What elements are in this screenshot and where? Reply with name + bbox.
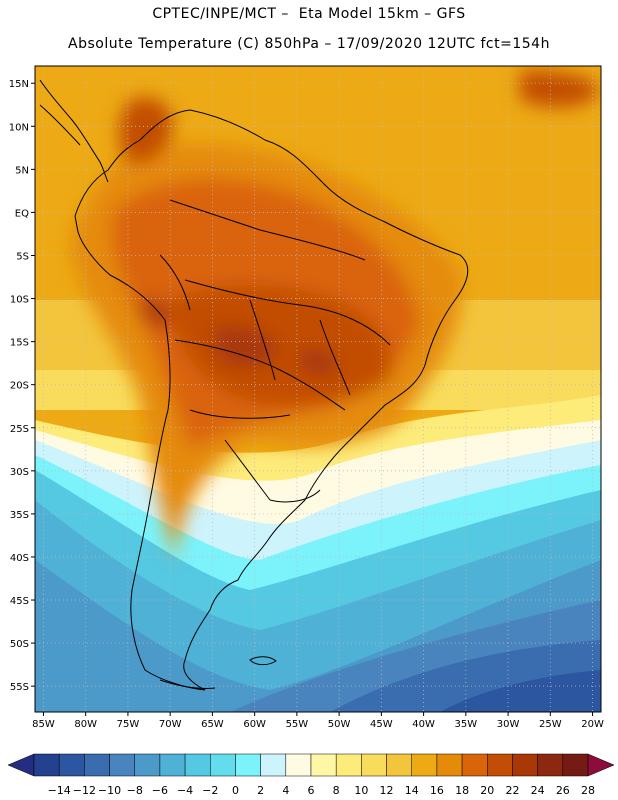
colorbar-swatch bbox=[33, 753, 60, 777]
colorbar-label: 2 bbox=[257, 784, 264, 797]
central-america-coastline bbox=[39, 79, 109, 183]
colorbar-label: 8 bbox=[333, 784, 340, 797]
colorbar-swatch bbox=[310, 753, 337, 777]
colorbar-swatch bbox=[562, 753, 589, 777]
colorbar-swatch bbox=[335, 753, 362, 777]
longitude-label: 85W bbox=[32, 719, 55, 730]
longitude-label: 60W bbox=[243, 719, 266, 730]
colorbar-label: 28 bbox=[581, 784, 595, 797]
map-title-line-2: Absolute Temperature (C) 850hPa – 17/09/… bbox=[68, 36, 550, 52]
latitude-label: 5N bbox=[15, 165, 29, 176]
colorbar-swatch bbox=[184, 753, 211, 777]
map-title-line-1: CPTEC/INPE/MCT – Eta Model 15km – GFS bbox=[152, 6, 466, 22]
longitude-label: 75W bbox=[117, 719, 140, 730]
latitude-label: 55S bbox=[10, 682, 29, 693]
colorbar-label: 14 bbox=[405, 784, 419, 797]
longitude-label: 25W bbox=[539, 719, 562, 730]
colorbar-label: 10 bbox=[354, 784, 368, 797]
colorbar-swatch bbox=[84, 753, 110, 777]
south-america-coastline bbox=[74, 109, 469, 691]
colorbar-swatch bbox=[487, 753, 513, 777]
colorbar-swatch bbox=[461, 753, 488, 777]
colorbar-swatch bbox=[210, 753, 236, 777]
colorbar: −14 −12 −10 −8 −6 −4 −2 0 2 4 6 8 10 12 14 16 18 20 22 24 26… bbox=[7, 753, 615, 797]
colorbar-label: −10 bbox=[98, 784, 121, 797]
colorbar-swatch bbox=[58, 753, 85, 777]
colorbar-label: 0 bbox=[232, 784, 239, 797]
colorbar-swatch bbox=[386, 753, 412, 777]
longitude-label: 30W bbox=[497, 719, 520, 730]
colorbar-label: −4 bbox=[177, 784, 193, 797]
colorbar-under-arrow bbox=[7, 753, 35, 777]
colorbar-label: 26 bbox=[556, 784, 570, 797]
colorbar-swatch bbox=[260, 753, 287, 777]
colorbar-over-arrow bbox=[587, 753, 615, 777]
colorbar-label: −8 bbox=[127, 784, 143, 797]
colorbar-swatch bbox=[436, 753, 463, 777]
colorbar-swatch bbox=[134, 753, 161, 777]
colorbar-swatch bbox=[512, 753, 538, 777]
latitude-label: 15N bbox=[9, 79, 29, 90]
falkland-islands bbox=[249, 656, 277, 666]
colorbar-swatch bbox=[411, 753, 438, 777]
colorbar-label: 18 bbox=[455, 784, 469, 797]
longitude-label: 35W bbox=[455, 719, 478, 730]
colorbar-swatch bbox=[537, 753, 564, 777]
colorbar-label: 4 bbox=[282, 784, 289, 797]
longitude-label: 40W bbox=[412, 719, 435, 730]
colorbar-label: 20 bbox=[480, 784, 494, 797]
latitude-label: 40S bbox=[10, 553, 29, 564]
latitude-label: 20S bbox=[10, 381, 29, 392]
colorbar-label: 12 bbox=[380, 784, 394, 797]
longitude-ticks: 85W 80W 75W 70W 65W 60W 55W 50W 45W 40W 35W 30W 25W 2… bbox=[32, 712, 604, 730]
colorbar-swatch bbox=[159, 753, 186, 777]
latitude-label: 35S bbox=[10, 510, 29, 521]
latitude-label: 10N bbox=[9, 122, 29, 133]
latitude-label: 25S bbox=[10, 424, 29, 435]
longitude-label: 45W bbox=[370, 719, 393, 730]
latitude-label: 50S bbox=[10, 639, 29, 650]
latitude-ticks: 15N 10N 5N EQ 5S 10S 15S 20S 25S 30S 35S 40S 45S 50S 5… bbox=[9, 79, 35, 693]
colorbar-label: −2 bbox=[202, 784, 218, 797]
colorbar-label: 22 bbox=[505, 784, 519, 797]
colorbar-swatch bbox=[235, 753, 261, 777]
colorbar-label: 16 bbox=[430, 784, 444, 797]
temperature-field bbox=[35, 66, 601, 712]
colorbar-label: −6 bbox=[152, 784, 168, 797]
longitude-label: 20W bbox=[581, 719, 604, 730]
latitude-label: 30S bbox=[10, 467, 29, 478]
tierra-del-fuego bbox=[159, 679, 216, 689]
latitude-label: 10S bbox=[10, 295, 29, 306]
longitude-label: 70W bbox=[159, 719, 182, 730]
colorbar-label: −12 bbox=[73, 784, 96, 797]
colorbar-swatch bbox=[109, 753, 135, 777]
colorbar-swatch bbox=[285, 753, 312, 777]
country-borders bbox=[159, 199, 391, 503]
latitude-label: EQ bbox=[15, 208, 29, 219]
colorbar-swatch bbox=[361, 753, 387, 777]
latitude-label: 45S bbox=[10, 596, 29, 607]
colorbar-label: −14 bbox=[48, 784, 71, 797]
latitude-label: 5S bbox=[16, 251, 29, 262]
longitude-label: 80W bbox=[74, 719, 97, 730]
longitude-label: 55W bbox=[286, 719, 309, 730]
longitude-label: 65W bbox=[201, 719, 224, 730]
latitude-label: 15S bbox=[10, 338, 29, 349]
longitude-label: 50W bbox=[328, 719, 351, 730]
plot-frame bbox=[34, 65, 602, 713]
colorbar-label: 6 bbox=[308, 784, 315, 797]
coastlines bbox=[39, 79, 469, 691]
colorbar-label: 24 bbox=[531, 784, 545, 797]
